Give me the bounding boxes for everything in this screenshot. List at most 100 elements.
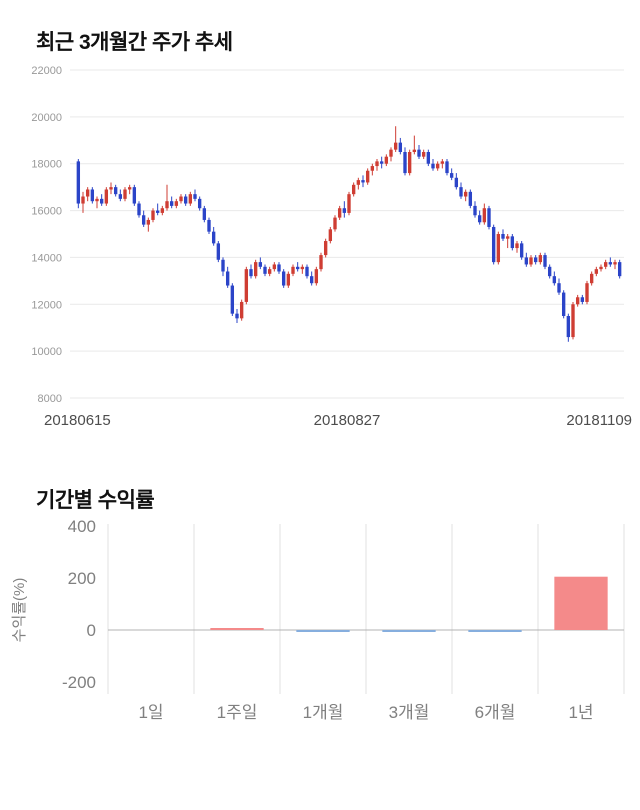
candle-body (547, 266, 552, 277)
candle-body (617, 262, 622, 277)
candle-body (515, 243, 519, 249)
price-chart-svg: 22000 20000 18000 16000 14000 12000 10000 8000 2… (31, 65, 632, 429)
candle-body (99, 198, 104, 204)
candle-body (463, 191, 468, 197)
candle-body (519, 243, 524, 258)
candle-body (384, 156, 389, 164)
candle-body (557, 283, 561, 293)
candle-body (538, 255, 543, 263)
y-tick-label: 0 (87, 621, 96, 640)
candle-body (141, 215, 146, 225)
candle-body (421, 152, 426, 157)
candle-body (328, 229, 333, 242)
candle-body (510, 236, 515, 249)
candle-body (211, 231, 216, 244)
candle-body (608, 262, 613, 265)
candle-body (207, 219, 211, 232)
candle-body (356, 180, 361, 185)
candle-body (104, 189, 109, 204)
candle-body (603, 262, 608, 267)
candle-body (501, 234, 505, 239)
y-tick-label: 20000 (31, 112, 62, 124)
candle-body (482, 208, 487, 223)
candle-body (85, 189, 90, 197)
bar (210, 628, 264, 630)
candle-body (487, 208, 491, 227)
y-tick-label: 22000 (31, 65, 62, 77)
candle-body (146, 219, 151, 225)
bar (296, 630, 350, 632)
candle-body (221, 259, 225, 272)
candle-body (300, 266, 305, 270)
x-category-label: 1개월 (303, 703, 344, 722)
candle-body (342, 208, 347, 213)
candle-body (81, 196, 85, 204)
candle-body (412, 149, 417, 152)
candle-body (496, 234, 501, 263)
candle-body (281, 271, 286, 286)
x-category-label: 6개월 (475, 703, 516, 722)
bar (382, 630, 436, 632)
candle-body (174, 201, 179, 206)
candle-body (440, 161, 445, 164)
candle-body (244, 269, 249, 302)
candle-body (127, 187, 132, 190)
candle-body (491, 226, 496, 263)
bar (554, 576, 608, 630)
candle-body (417, 149, 421, 157)
candle-body (589, 273, 594, 284)
returns-chart-svg: 400 200 0 -200 수익률(%) 1일 1주일 1개월 3개월 6개월 1년 (11, 517, 625, 722)
candle-body (571, 304, 575, 338)
candle-body (132, 187, 137, 204)
candle-body (151, 210, 155, 220)
candle-body (594, 269, 599, 274)
y-tick-label: 18000 (31, 159, 62, 171)
candle-body (407, 152, 412, 174)
candle-body (445, 161, 449, 174)
candle-body (449, 173, 454, 178)
candle-body (76, 161, 81, 204)
y-axis-label: 수익률(%) (11, 578, 28, 643)
candle-body (123, 189, 127, 199)
x-category-label: 3개월 (389, 703, 430, 722)
y-tick-label: -200 (62, 673, 96, 692)
candle-body (333, 217, 337, 230)
y-tick-label: 400 (68, 517, 96, 536)
candle-body (473, 205, 477, 216)
candle-body (113, 187, 118, 195)
candle-body (197, 198, 202, 209)
candle-body (235, 313, 239, 319)
candle-body (309, 276, 314, 284)
candle-body (529, 257, 533, 265)
x-tick-label: 20180615 (44, 412, 111, 429)
candle-body (435, 163, 440, 169)
candle-body (580, 297, 585, 302)
candle-body (426, 152, 431, 164)
candle-body (552, 276, 557, 284)
x-category-label: 1년 (568, 703, 593, 722)
bar (468, 630, 522, 632)
candle-body (193, 194, 197, 199)
x-tick-label: 20180827 (314, 412, 381, 429)
candle-body (575, 297, 580, 305)
candle-body (323, 241, 328, 256)
candle-body (267, 269, 272, 274)
candle-body (613, 262, 617, 265)
candle-body (319, 255, 323, 270)
candle-body (477, 215, 482, 223)
candle-body (118, 194, 123, 199)
candle-body (155, 210, 160, 213)
candle-body (239, 301, 244, 319)
candle-body (454, 177, 459, 188)
candle-body (230, 285, 235, 314)
candle-body (225, 271, 230, 286)
candle-body (347, 194, 351, 213)
candle-body (272, 264, 277, 270)
y-tick-label: 16000 (31, 206, 62, 218)
x-category-label: 1주일 (217, 703, 258, 722)
candle-body (109, 187, 113, 190)
candle-body (165, 201, 169, 209)
candle-body (179, 196, 183, 202)
candle-body (295, 266, 300, 270)
candle-body (505, 236, 510, 239)
